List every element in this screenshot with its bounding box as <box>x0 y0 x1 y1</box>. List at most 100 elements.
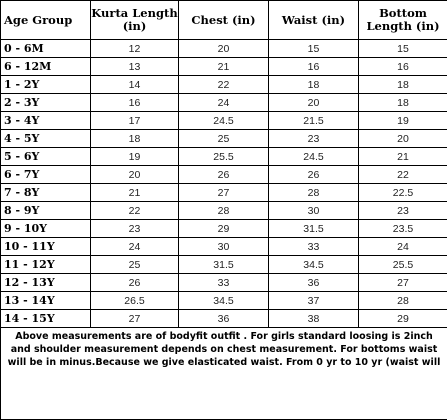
bottom-length-cell: 21 <box>358 147 447 166</box>
chest-cell: 33 <box>178 273 269 292</box>
waist-cell: 36 <box>268 273 359 292</box>
chest-cell: 21 <box>178 57 269 76</box>
kurta-length-cell: 19 <box>90 147 179 166</box>
waist-cell: 15 <box>268 39 359 58</box>
bottom-length-cell: 22.5 <box>358 183 447 202</box>
age-group-cell: 9 - 10Y <box>0 219 91 238</box>
kurta-length-cell: 16 <box>90 93 179 112</box>
chest-cell: 36 <box>178 309 269 328</box>
table-row: 3 - 4Y 17 24.5 21.5 19 <box>0 111 447 130</box>
chest-cell: 31.5 <box>178 255 269 274</box>
kurta-length-cell: 23 <box>90 219 179 238</box>
age-group-cell: 8 - 9Y <box>0 201 91 220</box>
bottom-length-cell: 23.5 <box>358 219 447 238</box>
bottom-length-cell: 18 <box>358 93 447 112</box>
kurta-length-cell: 25 <box>90 255 179 274</box>
bottom-length-cell: 29 <box>358 309 447 328</box>
bottom-length-cell: 22 <box>358 165 447 184</box>
chest-cell: 30 <box>178 237 269 256</box>
kurta-length-cell: 20 <box>90 165 179 184</box>
kurta-length-cell: 17 <box>90 111 179 130</box>
table-row: 8 - 9Y 22 28 30 23 <box>0 201 447 220</box>
waist-cell: 38 <box>268 309 359 328</box>
waist-cell: 37 <box>268 291 359 310</box>
note-row: Above measurements are of bodyfit outfit… <box>0 327 447 420</box>
waist-cell: 28 <box>268 183 359 202</box>
table-row: 6 - 7Y 20 26 26 22 <box>0 165 447 184</box>
table-row: 0 - 6M 12 20 15 15 <box>0 39 447 58</box>
bottom-length-cell: 23 <box>358 201 447 220</box>
age-group-cell: 13 - 14Y <box>0 291 91 310</box>
age-group-cell: 0 - 6M <box>0 39 91 58</box>
chest-cell: 25 <box>178 129 269 148</box>
measurement-note: Above measurements are of bodyfit outfit… <box>7 331 441 368</box>
bottom-length-cell: 27 <box>358 273 447 292</box>
age-group-cell: 4 - 5Y <box>0 129 91 148</box>
waist-cell: 24.5 <box>268 147 359 166</box>
header-bottom-length: Bottom Length (in) <box>358 0 447 40</box>
chest-cell: 29 <box>178 219 269 238</box>
chest-cell: 27 <box>178 183 269 202</box>
age-group-cell: 2 - 3Y <box>0 93 91 112</box>
waist-cell: 20 <box>268 93 359 112</box>
waist-cell: 30 <box>268 201 359 220</box>
waist-cell: 31.5 <box>268 219 359 238</box>
header-row: Age Group Kurta Length (in) Chest (in) W… <box>0 0 447 40</box>
note-cell: Above measurements are of bodyfit outfit… <box>0 327 447 420</box>
table-row: 14 - 15Y 27 36 38 29 <box>0 309 447 328</box>
age-group-cell: 11 - 12Y <box>0 255 91 274</box>
chest-cell: 26 <box>178 165 269 184</box>
age-group-cell: 14 - 15Y <box>0 309 91 328</box>
table-row: 4 - 5Y 18 25 23 20 <box>0 129 447 148</box>
table-row: 5 - 6Y 19 25.5 24.5 21 <box>0 147 447 166</box>
age-group-cell: 10 - 11Y <box>0 237 91 256</box>
table-row: 13 - 14Y 26.5 34.5 37 28 <box>0 291 447 310</box>
table-row: 2 - 3Y 16 24 20 18 <box>0 93 447 112</box>
chest-cell: 22 <box>178 75 269 94</box>
age-group-cell: 7 - 8Y <box>0 183 91 202</box>
header-kurta-length: Kurta Length (in) <box>90 0 179 40</box>
age-group-cell: 3 - 4Y <box>0 111 91 130</box>
age-group-cell: 6 - 7Y <box>0 165 91 184</box>
kurta-length-cell: 26.5 <box>90 291 179 310</box>
waist-cell: 18 <box>268 75 359 94</box>
waist-cell: 33 <box>268 237 359 256</box>
table-row: 1 - 2Y 14 22 18 18 <box>0 75 447 94</box>
bottom-length-cell: 24 <box>358 237 447 256</box>
bottom-length-cell: 18 <box>358 75 447 94</box>
size-rows: 0 - 6M 12 20 15 15 6 - 12M 13 21 16 16 1 - 2Y 14 22 1… <box>0 39 447 420</box>
table-row: 7 - 8Y 21 27 28 22.5 <box>0 183 447 202</box>
age-group-cell: 5 - 6Y <box>0 147 91 166</box>
kurta-length-cell: 18 <box>90 129 179 148</box>
kurta-length-cell: 24 <box>90 237 179 256</box>
chest-cell: 20 <box>178 39 269 58</box>
bottom-length-cell: 19 <box>358 111 447 130</box>
table-row: 9 - 10Y 23 29 31.5 23.5 <box>0 219 447 238</box>
age-group-cell: 1 - 2Y <box>0 75 91 94</box>
table-row: 10 - 11Y 24 30 33 24 <box>0 237 447 256</box>
bottom-length-cell: 25.5 <box>358 255 447 274</box>
chest-cell: 25.5 <box>178 147 269 166</box>
age-group-cell: 12 - 13Y <box>0 273 91 292</box>
waist-cell: 34.5 <box>268 255 359 274</box>
waist-cell: 21.5 <box>268 111 359 130</box>
kurta-length-cell: 22 <box>90 201 179 220</box>
kurta-length-cell: 27 <box>90 309 179 328</box>
kurta-length-cell: 14 <box>90 75 179 94</box>
bottom-length-cell: 16 <box>358 57 447 76</box>
kurta-length-cell: 21 <box>90 183 179 202</box>
kurta-length-cell: 12 <box>90 39 179 58</box>
table-row: 11 - 12Y 25 31.5 34.5 25.5 <box>0 255 447 274</box>
header-age-group: Age Group <box>0 0 91 40</box>
waist-cell: 16 <box>268 57 359 76</box>
bottom-length-cell: 15 <box>358 39 447 58</box>
bottom-length-cell: 28 <box>358 291 447 310</box>
bottom-length-cell: 20 <box>358 129 447 148</box>
chest-cell: 24 <box>178 93 269 112</box>
kurta-length-cell: 13 <box>90 57 179 76</box>
chest-cell: 24.5 <box>178 111 269 130</box>
kurta-length-cell: 26 <box>90 273 179 292</box>
waist-cell: 23 <box>268 129 359 148</box>
waist-cell: 26 <box>268 165 359 184</box>
